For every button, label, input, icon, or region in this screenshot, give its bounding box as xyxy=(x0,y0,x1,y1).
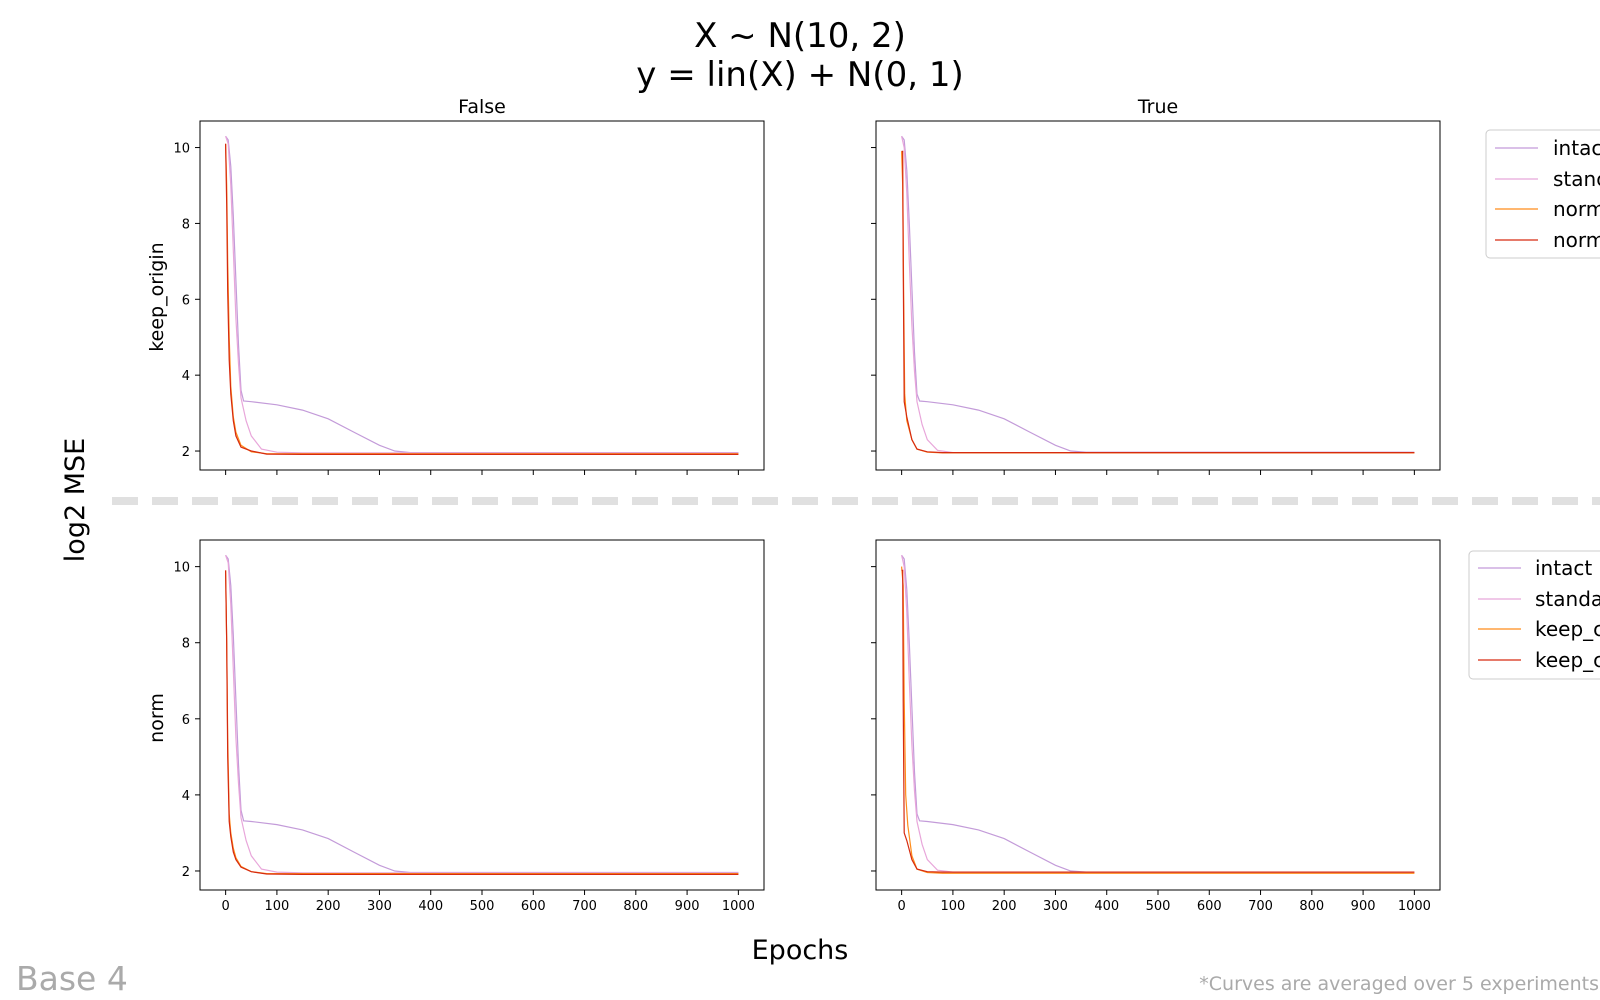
panel-norm-false: 0 100 200 300 400 500 600 700 800 900 1000 2 4 6 8 10 xyxy=(173,539,765,914)
y-tick-label-norm-false-4: 4 xyxy=(182,789,190,804)
x-tick-label-norm-false-0: 0 xyxy=(221,899,229,914)
series-line-orange-keep-origin-true xyxy=(901,151,1415,454)
row-label-keep-origin: keep_origin xyxy=(146,242,168,351)
legend-top-entry-1: intac xyxy=(1553,136,1600,160)
series-line-orange-keep-origin-false xyxy=(225,143,739,455)
legend-top: intac stanc norm norm xyxy=(1485,129,1600,259)
x-tick-label-norm-true-0: 0 xyxy=(897,899,905,914)
y-tick-label-norm-false-6: 6 xyxy=(182,713,190,728)
legend-top-frame xyxy=(1485,129,1600,259)
legend-bottom-entry-3: keep_c xyxy=(1535,617,1600,641)
y-tick-label-keep-origin-false-10: 10 xyxy=(173,142,190,157)
axes-frame-keep-origin-true xyxy=(875,120,1441,471)
legend-top-entry-3: norm xyxy=(1553,197,1600,221)
x-axis-label: Epochs xyxy=(752,935,849,966)
x-tick-label-norm-false-900: 900 xyxy=(675,899,700,914)
legend-bottom-entry-2: standa xyxy=(1535,587,1600,611)
y-tick-label-keep-origin-false-4: 4 xyxy=(182,369,190,384)
series-line-standard-keep-origin-true xyxy=(901,136,1415,454)
series-line-orange-norm-true xyxy=(901,566,1415,874)
series-line-intact-norm-false xyxy=(225,554,739,874)
x-tick-label-norm-false-400: 400 xyxy=(418,899,443,914)
panel-keep-origin-true xyxy=(871,120,1441,475)
x-tick-label-norm-true-900: 900 xyxy=(1351,899,1376,914)
row-label-norm: norm xyxy=(146,693,168,743)
y-tick-label-keep-origin-false-2: 2 xyxy=(182,445,190,460)
series-line-red-norm-false xyxy=(225,570,739,875)
base-label: Base 4 xyxy=(16,959,128,998)
series-line-red-keep-origin-false xyxy=(225,143,739,455)
y-axis-label: log2 MSE xyxy=(60,438,91,562)
series-line-standard-norm-false xyxy=(225,555,739,874)
panel-keep-origin-false: 2 4 6 8 10 xyxy=(173,120,765,475)
series-line-standard-keep-origin-false xyxy=(225,136,739,454)
y-tick-label-norm-false-2: 2 xyxy=(182,865,190,880)
series-line-standard-norm-true xyxy=(901,555,1415,873)
x-tick-label-norm-false-300: 300 xyxy=(367,899,392,914)
series-line-red-keep-origin-true xyxy=(901,150,1415,454)
x-tick-label-norm-true-400: 400 xyxy=(1094,899,1119,914)
legend-bottom-entry-1: intact xyxy=(1535,556,1592,580)
x-tick-label-norm-true-1000: 1000 xyxy=(1398,899,1431,914)
x-tick-label-norm-false-500: 500 xyxy=(470,899,495,914)
x-tick-label-norm-true-100: 100 xyxy=(940,899,965,914)
x-tick-label-norm-false-800: 800 xyxy=(623,899,648,914)
panel-norm-true: 0 100 200 300 400 500 600 700 800 900 1000 xyxy=(871,539,1441,914)
x-tick-label-norm-true-600: 600 xyxy=(1197,899,1222,914)
y-tick-label-norm-false-8: 8 xyxy=(182,637,190,652)
legend-top-entry-4: norm xyxy=(1553,228,1600,252)
series-line-intact-norm-true xyxy=(901,554,1415,873)
axes-frame-norm-false xyxy=(199,539,765,891)
axes-frame-keep-origin-false xyxy=(199,120,765,471)
y-tick-label-norm-false-10: 10 xyxy=(173,561,190,576)
series-line-orange-norm-false xyxy=(225,570,739,875)
x-tick-label-norm-true-800: 800 xyxy=(1299,899,1324,914)
legend-bottom: intact standa keep_c keep_c xyxy=(1468,550,1600,680)
y-tick-label-keep-origin-false-8: 8 xyxy=(182,217,190,232)
x-tick-label-norm-false-600: 600 xyxy=(521,899,546,914)
legend-bottom-frame xyxy=(1468,550,1600,680)
figure-title-line1: X ~ N(10, 2) xyxy=(694,16,906,56)
y-tick-label-keep-origin-false-6: 6 xyxy=(182,293,190,308)
series-line-red-norm-true xyxy=(901,569,1415,873)
x-tick-label-norm-false-100: 100 xyxy=(264,899,289,914)
x-tick-label-norm-false-700: 700 xyxy=(572,899,597,914)
x-tick-label-norm-true-500: 500 xyxy=(1146,899,1171,914)
x-tick-label-norm-true-700: 700 xyxy=(1248,899,1273,914)
column-title-true: True xyxy=(1137,96,1178,118)
figure-title-line2: y = lin(X) + N(0, 1) xyxy=(636,55,963,95)
legend-top-entry-2: stanc xyxy=(1553,167,1600,191)
x-tick-label-norm-false-1000: 1000 xyxy=(722,899,755,914)
series-line-intact-keep-origin-true xyxy=(901,135,1415,453)
axes-frame-norm-true xyxy=(875,539,1441,891)
legend-bottom-entry-4: keep_c xyxy=(1535,648,1600,672)
x-tick-label-norm-true-200: 200 xyxy=(992,899,1017,914)
footnote: *Curves are averaged over 5 experiments xyxy=(1199,973,1599,995)
column-title-false: False xyxy=(458,96,506,118)
series-line-intact-keep-origin-false xyxy=(225,135,739,454)
x-tick-label-norm-true-300: 300 xyxy=(1043,899,1068,914)
x-tick-label-norm-false-200: 200 xyxy=(316,899,341,914)
